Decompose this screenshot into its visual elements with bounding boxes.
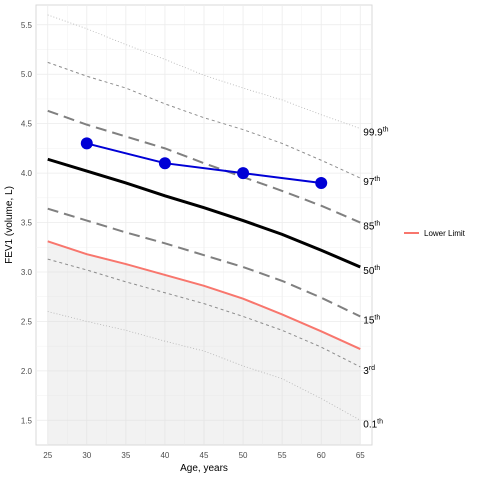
y-tick-label: 3.5 bbox=[21, 219, 33, 228]
measurement-point bbox=[315, 176, 328, 189]
x-tick-label: 50 bbox=[239, 451, 248, 460]
percentile-label-85: 85th bbox=[363, 221, 380, 233]
lower-limit-line bbox=[47, 240, 361, 351]
percentile-curve-97 bbox=[47, 61, 361, 179]
y-tick-label: 2.0 bbox=[21, 367, 33, 376]
measurement-line bbox=[86, 142, 322, 184]
percentile-curve-85 bbox=[47, 109, 361, 224]
y-tick-label: 2.5 bbox=[21, 317, 33, 326]
percentile-curve-50 bbox=[47, 157, 361, 269]
y-tick-label: 5.0 bbox=[21, 70, 33, 79]
y-tick-label: 5.5 bbox=[21, 21, 33, 30]
measurement-series bbox=[80, 137, 328, 189]
percentile-curve-0.1 bbox=[47, 311, 361, 421]
y-axis-title: FEV1 (volume, L) bbox=[4, 186, 15, 264]
lower-limit-series bbox=[47, 240, 361, 351]
percentile-curves bbox=[47, 14, 361, 421]
x-tick-label: 30 bbox=[82, 451, 91, 460]
legend-label-lower-limit: Lower Limit bbox=[424, 229, 466, 238]
percentile-label-50: 50th bbox=[363, 265, 380, 277]
lower-limit-shaded-area bbox=[47, 241, 361, 445]
percentile-label-99.9: 99.9th bbox=[363, 127, 388, 139]
shaded-area bbox=[47, 241, 361, 445]
y-tick-label: 3.0 bbox=[21, 268, 33, 277]
x-tick-label: 65 bbox=[356, 451, 365, 460]
x-tick-label: 45 bbox=[200, 451, 209, 460]
y-tick-label: 4.0 bbox=[21, 169, 33, 178]
y-tick-label: 4.5 bbox=[21, 120, 33, 129]
x-tick-label: 35 bbox=[121, 451, 130, 460]
percentile-label-3: 3rd bbox=[363, 365, 375, 377]
percentile-curve-3 bbox=[47, 258, 361, 368]
percentile-label-15: 15th bbox=[363, 314, 380, 326]
x-axis-title: Age, years bbox=[180, 463, 228, 474]
percentile-label-0.1: 0.1th bbox=[363, 418, 383, 430]
percentile-label-97: 97th bbox=[363, 176, 380, 188]
x-tick-label: 55 bbox=[278, 451, 287, 460]
grid bbox=[35, 4, 373, 446]
percentile-curve-15 bbox=[47, 207, 361, 318]
measurement-point bbox=[80, 137, 93, 150]
x-tick-label: 60 bbox=[317, 451, 326, 460]
legend: Lower Limit bbox=[404, 229, 466, 238]
axis-ticks: 25 30 35 40 45 50 55 60 65 1.5 2.0 2.5 3.0 3.5 4.0 4.5 5… bbox=[21, 21, 365, 460]
measurement-point bbox=[158, 157, 171, 170]
y-tick-label: 1.5 bbox=[21, 416, 33, 425]
x-tick-label: 25 bbox=[43, 451, 52, 460]
x-tick-label: 40 bbox=[160, 451, 169, 460]
measurement-point bbox=[237, 167, 250, 180]
